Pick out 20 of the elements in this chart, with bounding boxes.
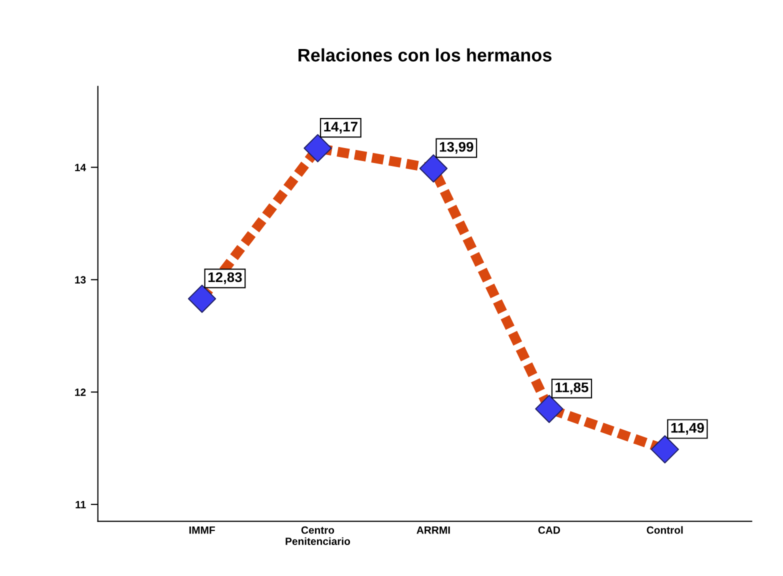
- point: [535, 394, 564, 423]
- y-tick-label: 13: [75, 276, 86, 284]
- point: [304, 134, 332, 162]
- data-label: 12,83: [208, 272, 242, 284]
- data-label: 14,17: [324, 122, 358, 134]
- x-tick-label: ARRMI: [416, 526, 450, 534]
- x-tick-label: IMMF: [189, 526, 215, 534]
- chart-title: Relaciones con los hermanos: [298, 48, 552, 62]
- data-label: 11,85: [556, 382, 588, 394]
- data-label: 13,99: [440, 142, 474, 154]
- point: [188, 284, 216, 313]
- y-tick-label: 12: [75, 388, 86, 396]
- point: [650, 435, 679, 464]
- y-tick-label: 11: [76, 501, 86, 508]
- x-tick-label: Control: [646, 526, 683, 534]
- data-label: 11,49: [671, 422, 704, 435]
- point: [419, 154, 448, 183]
- y-tick-label: 14: [75, 164, 86, 172]
- x-tick-label: Centro Penitenciario: [286, 526, 350, 546]
- x-tick-label: CAD: [538, 526, 560, 534]
